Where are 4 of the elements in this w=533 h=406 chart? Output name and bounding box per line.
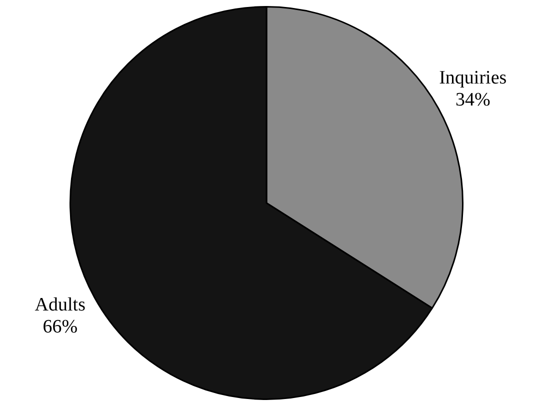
slice-label: Adults	[34, 294, 86, 316]
data-label: 66%	[42, 316, 78, 338]
slice-label: Inquiries	[439, 68, 507, 89]
data-label: 34%	[455, 90, 490, 111]
